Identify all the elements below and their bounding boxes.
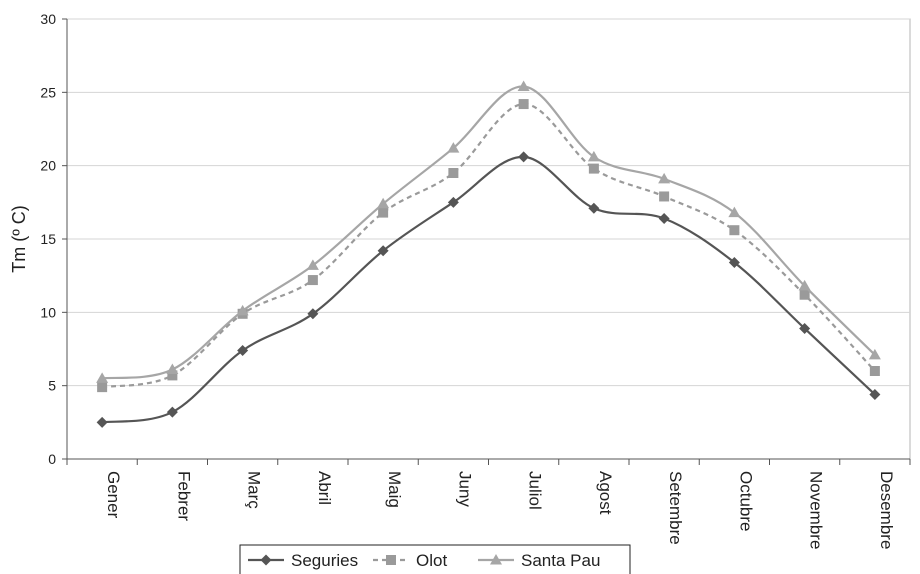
- data-point-santa-pau: [728, 206, 741, 218]
- x-tick-label: Abril: [315, 471, 334, 505]
- data-point-olot: [378, 207, 389, 218]
- series-seguries: [96, 151, 881, 428]
- data-point-seguries: [869, 388, 881, 400]
- series-group: [96, 80, 881, 428]
- data-point-santa-pau: [96, 372, 109, 383]
- legend-label-seguries: Seguries: [291, 551, 358, 570]
- y-tick-label: 25: [40, 84, 56, 100]
- series-line-seguries: [101, 155, 876, 424]
- data-point-olot: [97, 382, 108, 393]
- data-point-olot: [588, 163, 599, 174]
- data-point-olot: [659, 191, 670, 202]
- data-point-santa-pau: [658, 172, 671, 184]
- x-tick-label: Març: [245, 471, 264, 509]
- y-axis-label: Tm (º C): [9, 205, 29, 273]
- x-axis: Gener Febrer Març Abril Maig Juny Juliol Agost S…: [66, 458, 911, 549]
- x-tick-label: Febrer: [174, 471, 193, 521]
- data-point-seguries: [237, 344, 249, 356]
- data-point-olot: [167, 370, 178, 381]
- data-point-seguries: [377, 245, 389, 257]
- data-point-santa-pau: [377, 197, 390, 209]
- x-tick-label: Gener: [104, 471, 123, 519]
- data-point-seguries: [658, 212, 670, 224]
- data-point-seguries: [588, 202, 600, 214]
- data-point-seguries: [166, 406, 178, 418]
- data-point-seguries: [307, 308, 319, 320]
- data-point-olot: [518, 99, 529, 110]
- y-tick-label: 20: [40, 158, 56, 174]
- x-tick-label: Maig: [385, 471, 404, 508]
- y-tick-label: 5: [48, 378, 56, 394]
- x-tick-label: Setembre: [666, 471, 685, 545]
- legend-label-olot: Olot: [416, 551, 447, 570]
- data-point-seguries: [96, 416, 108, 428]
- data-point-olot: [307, 275, 318, 286]
- x-tick-label: Octubre: [736, 471, 755, 531]
- data-point-santa-pau: [306, 259, 319, 270]
- legend: Seguries Olot Santa Pau: [239, 544, 631, 574]
- x-tick-label: Desembre: [877, 471, 896, 549]
- data-point-seguries: [518, 151, 530, 163]
- data-point-olot: [799, 289, 810, 300]
- y-tick-label: 10: [40, 304, 56, 320]
- data-point-seguries: [728, 256, 740, 268]
- data-point-santa-pau: [798, 279, 811, 291]
- gridlines: [67, 18, 910, 387]
- data-point-santa-pau: [236, 304, 249, 316]
- y-tick-label: 0: [48, 451, 56, 467]
- data-point-santa-pau: [447, 142, 460, 153]
- data-point-olot: [869, 366, 880, 376]
- x-tick-label: Agost: [596, 471, 615, 515]
- data-point-santa-pau: [587, 150, 600, 162]
- legend-label-santa-pau: Santa Pau: [521, 551, 600, 570]
- legend-box: [239, 544, 631, 574]
- x-tick-label: Novembre: [807, 471, 826, 549]
- data-point-seguries: [447, 196, 459, 208]
- series-santa-pau: [96, 80, 881, 383]
- data-point-olot: [729, 225, 740, 236]
- data-point-santa-pau: [868, 348, 881, 360]
- x-tick-label: Juny: [455, 471, 474, 507]
- y-axis: 0 5 10 15 20 25 30: [40, 11, 68, 467]
- legend-marker-santa-pau: [490, 554, 502, 565]
- y-tick-label: 30: [40, 11, 56, 27]
- data-point-santa-pau: [166, 363, 179, 375]
- data-point-seguries: [799, 322, 811, 334]
- legend-marker-olot: [386, 555, 396, 565]
- x-tick-label: Juliol: [526, 471, 545, 510]
- y-tick-label: 15: [40, 231, 56, 247]
- data-point-santa-pau: [517, 80, 530, 91]
- legend-marker-seguries: [260, 554, 272, 566]
- data-point-olot: [448, 168, 459, 178]
